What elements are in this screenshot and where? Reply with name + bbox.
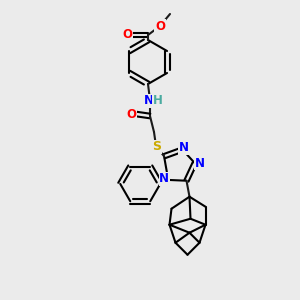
Text: S: S xyxy=(152,140,161,154)
Text: O: O xyxy=(122,28,132,41)
Text: O: O xyxy=(155,20,165,32)
Text: N: N xyxy=(159,172,169,185)
Text: N: N xyxy=(178,141,188,154)
Text: N: N xyxy=(195,157,205,169)
Text: H: H xyxy=(153,94,163,107)
Text: O: O xyxy=(126,107,136,121)
Text: N: N xyxy=(144,94,154,107)
